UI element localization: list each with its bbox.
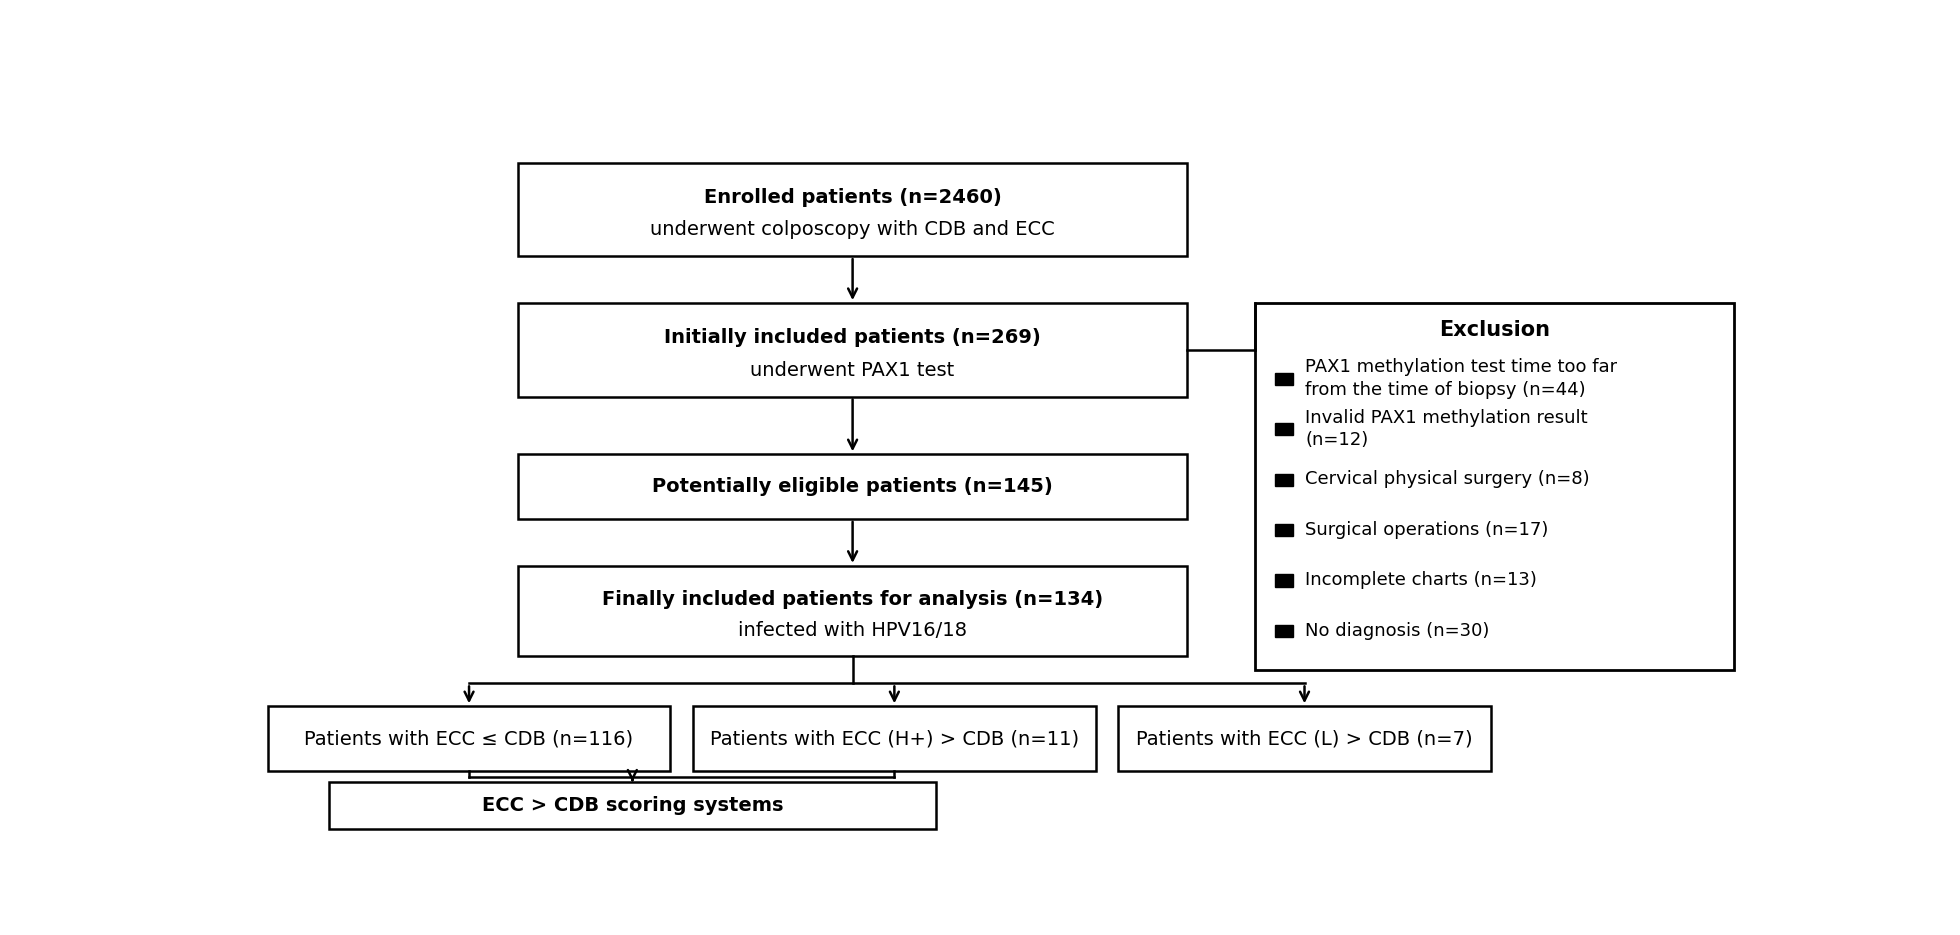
FancyBboxPatch shape (517, 454, 1188, 519)
Text: Surgical operations (n=17): Surgical operations (n=17) (1305, 521, 1548, 539)
Text: infected with HPV16/18: infected with HPV16/18 (739, 621, 966, 640)
Bar (1274, 625, 1294, 637)
FancyBboxPatch shape (1254, 303, 1733, 670)
Text: No diagnosis (n=30): No diagnosis (n=30) (1305, 622, 1490, 640)
FancyBboxPatch shape (269, 706, 670, 771)
Bar (1274, 474, 1294, 486)
Text: Patients with ECC ≤ CDB (n=116): Patients with ECC ≤ CDB (n=116) (304, 729, 633, 748)
Text: PAX1 methylation test time too far
from the time of biopsy (n=44): PAX1 methylation test time too far from … (1305, 358, 1617, 398)
Text: Patients with ECC (H+) > CDB (n=11): Patients with ECC (H+) > CDB (n=11) (710, 729, 1078, 748)
FancyBboxPatch shape (517, 566, 1188, 655)
FancyBboxPatch shape (329, 782, 937, 828)
Text: Incomplete charts (n=13): Incomplete charts (n=13) (1305, 571, 1537, 589)
Bar (1274, 373, 1294, 385)
Text: Enrolled patients (n=2460): Enrolled patients (n=2460) (704, 188, 1002, 207)
Bar (1274, 574, 1294, 586)
Text: Potentially eligible patients (n=145): Potentially eligible patients (n=145) (653, 477, 1053, 496)
Text: Initially included patients (n=269): Initially included patients (n=269) (664, 328, 1041, 347)
Text: underwent colposcopy with CDB and ECC: underwent colposcopy with CDB and ECC (651, 221, 1054, 239)
Bar (1274, 424, 1294, 436)
Bar (1274, 524, 1294, 537)
Text: underwent PAX1 test: underwent PAX1 test (751, 361, 955, 380)
Text: Finally included patients for analysis (n=134): Finally included patients for analysis (… (602, 590, 1103, 609)
Text: ECC > CDB scoring systems: ECC > CDB scoring systems (482, 796, 784, 814)
FancyBboxPatch shape (517, 303, 1188, 396)
FancyBboxPatch shape (1119, 706, 1490, 771)
FancyBboxPatch shape (694, 706, 1096, 771)
Text: Exclusion: Exclusion (1439, 321, 1550, 340)
Text: Cervical physical surgery (n=8): Cervical physical surgery (n=8) (1305, 470, 1590, 488)
Text: Invalid PAX1 methylation result
(n=12): Invalid PAX1 methylation result (n=12) (1305, 409, 1588, 449)
Text: Patients with ECC (L) > CDB (n=7): Patients with ECC (L) > CDB (n=7) (1137, 729, 1472, 748)
FancyBboxPatch shape (517, 163, 1188, 256)
